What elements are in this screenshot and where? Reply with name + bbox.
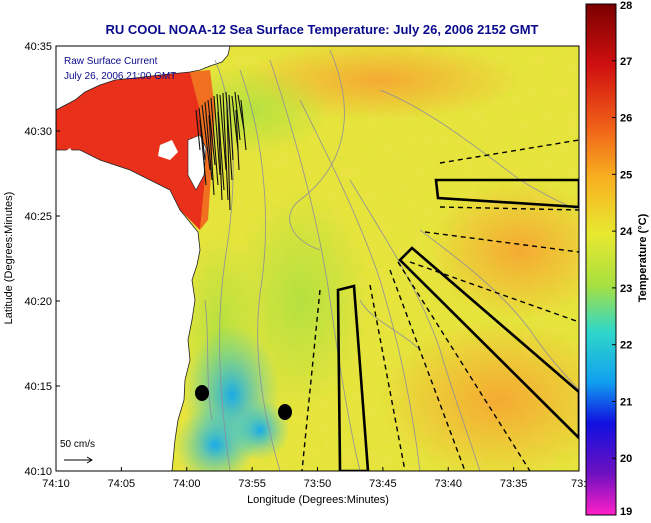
colorbar bbox=[585, 3, 617, 516]
box-vertical bbox=[336, 284, 370, 471]
box-east bbox=[434, 178, 579, 209]
x-axis-ticks: 74:10 74:05 74:00 73:55 73:50 73:45 73:40 73:35… bbox=[42, 467, 592, 490]
colorbar-tick-label: 25 bbox=[620, 169, 632, 181]
colorbar-tick-label: 26 bbox=[620, 113, 632, 125]
colorbar-tick-label: 23 bbox=[620, 283, 632, 295]
colorbar-tick-label: 28 bbox=[620, 0, 632, 12]
transect-boxes bbox=[336, 178, 579, 471]
sandy-hook bbox=[187, 134, 207, 191]
station-marker-2 bbox=[278, 404, 292, 420]
sst-plot-area bbox=[56, 46, 579, 471]
x-tick-label: 73:45 bbox=[369, 478, 397, 490]
land-new-jersey bbox=[56, 149, 201, 471]
x-axis-label: Longitude (Degrees:Minutes) bbox=[247, 494, 389, 506]
x-tick-label: 73:55 bbox=[238, 478, 266, 490]
colorbar-tick-label: 24 bbox=[620, 226, 633, 238]
surface-current-vectors bbox=[195, 91, 247, 211]
colorbar-tick-label: 27 bbox=[620, 56, 632, 68]
x-tick-label: 73:50 bbox=[304, 478, 332, 490]
y-tick-label: 40:30 bbox=[24, 126, 52, 138]
y-tick-label: 40:35 bbox=[24, 41, 52, 53]
y-axis-label: Latitude (Degrees:Minutes) bbox=[3, 192, 15, 325]
warm-region-east bbox=[430, 180, 579, 320]
colorbar-tick-label: 19 bbox=[620, 506, 632, 518]
x-tick-label: 74:00 bbox=[173, 478, 201, 490]
colorbar-tick-label: 20 bbox=[620, 453, 632, 465]
scale-arrow-icon bbox=[64, 456, 93, 464]
upwelling-blue-3 bbox=[230, 400, 290, 460]
x-tick-label: 73:35 bbox=[500, 478, 528, 490]
warm-bay-region bbox=[56, 72, 205, 230]
y-tick-label: 40:20 bbox=[24, 296, 52, 308]
land-fragment-1 bbox=[158, 140, 178, 160]
x-tick-label: 74:10 bbox=[42, 478, 70, 490]
colorbar-ticks: 28 27 26 25 24 23 22 21 20 19 bbox=[612, 0, 633, 518]
y-tick-label: 40:15 bbox=[24, 381, 52, 393]
warm-region-southeast bbox=[380, 320, 579, 471]
x-tick-label: 74:05 bbox=[108, 478, 136, 490]
station-marker-1 bbox=[195, 385, 209, 401]
y-tick-label: 40:10 bbox=[24, 466, 52, 478]
current-label-line1: Raw Surface Current bbox=[64, 56, 158, 67]
land-fragment-2 bbox=[60, 148, 78, 168]
y-axis-ticks: 40:35 40:30 40:25 40:20 40:15 40:10 bbox=[24, 41, 60, 478]
colorbar-label: Temperature (°C) bbox=[637, 213, 649, 302]
land-northern bbox=[56, 46, 231, 111]
current-label-line2: July 26, 2006 21:00 GMT bbox=[64, 71, 176, 82]
current-scale-label: 50 cm/s bbox=[60, 439, 95, 450]
colorbar-tick-label: 21 bbox=[620, 396, 632, 408]
y-tick-label: 40:25 bbox=[24, 211, 52, 223]
box-diagonal bbox=[398, 246, 579, 440]
x-tick-label: 73:40 bbox=[434, 478, 462, 490]
colorbar-tick-label: 22 bbox=[620, 340, 632, 352]
map-title: RU COOL NOAA-12 Sea Surface Temperature:… bbox=[105, 22, 538, 37]
